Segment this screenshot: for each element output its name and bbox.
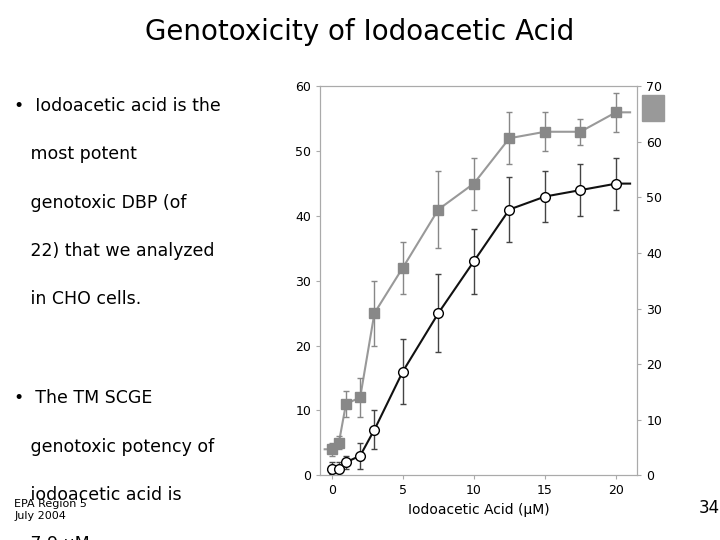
Text: 22) that we analyzed: 22) that we analyzed bbox=[14, 242, 215, 260]
Text: •  The TM SCGE: • The TM SCGE bbox=[14, 389, 153, 407]
Text: 34: 34 bbox=[699, 499, 720, 517]
Text: genotoxic DBP (of: genotoxic DBP (of bbox=[14, 193, 187, 212]
X-axis label: Iodoacetic Acid (μM): Iodoacetic Acid (μM) bbox=[408, 503, 549, 517]
Text: •  Iodoacetic acid is the: • Iodoacetic acid is the bbox=[14, 97, 221, 114]
Text: EPA Region 5
July 2004: EPA Region 5 July 2004 bbox=[14, 499, 87, 521]
Text: genotoxic potency of: genotoxic potency of bbox=[14, 438, 215, 456]
Text: iodoacetic acid is: iodoacetic acid is bbox=[14, 487, 182, 504]
Bar bbox=[642, 95, 664, 121]
Text: most potent: most potent bbox=[14, 145, 138, 163]
Text: 7.9 μM.: 7.9 μM. bbox=[14, 535, 96, 540]
Text: in CHO cells.: in CHO cells. bbox=[14, 291, 142, 308]
Text: Genotoxicity of Iodoacetic Acid: Genotoxicity of Iodoacetic Acid bbox=[145, 18, 575, 45]
